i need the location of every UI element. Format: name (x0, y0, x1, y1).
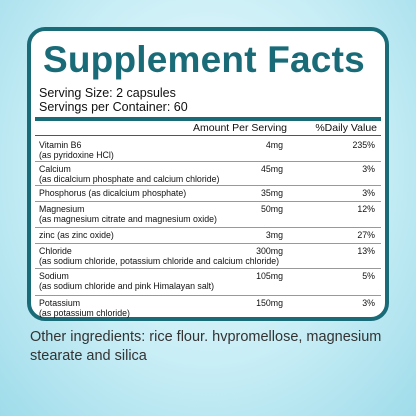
divider (35, 117, 381, 121)
amount: 300mg (256, 246, 283, 256)
nutrient: Vitamin B6 (as pyridoxine HCl) (39, 140, 114, 160)
nutrient-source: (as pyridoxine HCl) (39, 150, 114, 160)
nutrient-name: Magnesium (39, 204, 85, 214)
table-row: Potassium (as potassium chloride) 150mg 3% (35, 296, 381, 320)
amount: 105mg (256, 271, 283, 281)
nutrient: Sodium (as sodium chloride and pink Himal… (39, 271, 214, 291)
column-header: %Daily Value (315, 122, 377, 134)
other-ingredients: Other ingredients: rice flour. hvpromell… (30, 329, 382, 364)
nutrient-name: Phosphorus (as dicalcium phosphate) (39, 188, 187, 198)
table-row: Sodium (as sodium chloride and pink Himal… (35, 269, 381, 296)
facts-panel: Supplement Facts Serving Size: 2 capsule… (27, 27, 389, 321)
nutrient-name: Sodium (39, 271, 69, 281)
daily-value: 3% (362, 298, 375, 308)
column-header: Amount Per Serving (193, 122, 287, 134)
nutrient-name: Calcium (39, 164, 71, 174)
daily-value: 3% (362, 164, 375, 174)
amount: 35mg (260, 188, 283, 198)
table-row: Chloride (as sodium chloride, potassium c… (35, 244, 381, 269)
table-row: Magnesium (as magnesium citrate and magne… (35, 202, 381, 228)
daily-value: 12% (357, 204, 375, 214)
nutrient: zinc (as zinc oxide) (39, 230, 114, 240)
daily-value: 235% (352, 140, 376, 150)
facts-table: Vitamin B6 (as pyridoxine HCl) 4mg 235% Calc… (35, 138, 381, 320)
amount: 150mg (256, 298, 283, 308)
daily-value: 13% (357, 246, 375, 256)
nutrient-name: Potassium (39, 298, 81, 308)
amount: 4mg (265, 140, 283, 150)
nutrient: Phosphorus (as dicalcium phosphate) (39, 188, 186, 198)
nutrient-source: (as sodium chloride, potassium chloride … (39, 256, 280, 266)
serving-size: Serving Size: 2 capsules (39, 86, 176, 100)
daily-value: 27% (357, 230, 375, 240)
divider (35, 135, 381, 136)
daily-value: 3% (362, 188, 375, 198)
table-row: Calcium (as dicalcium phosphate and calci… (35, 162, 381, 186)
table-row: Phosphorus (as dicalcium phosphate) 35mg 3… (35, 186, 381, 202)
daily-value: 5% (362, 271, 375, 281)
nutrient-source: (as dicalcium phosphate and calcium chlo… (39, 174, 220, 184)
nutrient: Potassium (as potassium chloride) (39, 298, 130, 318)
amount: 3mg (265, 230, 283, 240)
nutrient-source: (as magnesium citrate and magnesium oxid… (39, 214, 217, 224)
nutrient-name: Vitamin B6 (39, 140, 82, 150)
nutrient-source: (as sodium chloride and pink Himalayan s… (39, 281, 215, 291)
table-row: zinc (as zinc oxide) 3mg 27% (35, 228, 381, 244)
nutrient: Calcium (as dicalcium phosphate and calci… (39, 164, 219, 184)
amount: 50mg (260, 204, 283, 214)
nutrient-name: Chloride (39, 246, 72, 256)
servings-per-container: Servings per Container: 60 (39, 100, 188, 114)
amount: 45mg (260, 164, 283, 174)
nutrient-source: (as potassium chloride) (39, 308, 130, 318)
nutrient: Chloride (as sodium chloride, potassium c… (39, 246, 279, 266)
title: Supplement Facts (43, 39, 365, 80)
table-row: Vitamin B6 (as pyridoxine HCl) 4mg 235% (35, 138, 381, 162)
nutrient-name: zinc (as zinc oxide) (39, 230, 114, 240)
nutrient: Magnesium (as magnesium citrate and magne… (39, 204, 217, 224)
